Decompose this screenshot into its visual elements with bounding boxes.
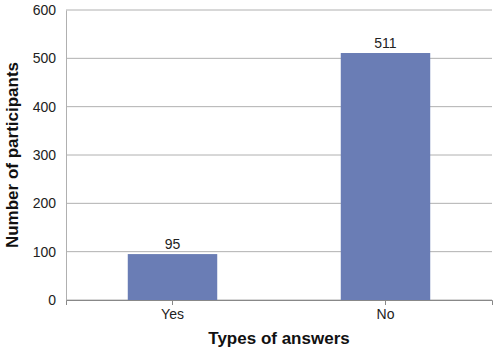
x-tick-mark [172, 300, 173, 305]
data-label: 95 [165, 236, 181, 252]
x-tick-mark [385, 300, 386, 305]
data-labels: 95 511 [165, 35, 397, 252]
chart-svg: 0 100 200 300 400 500 600 Yes No 95 511 Types of an… [0, 0, 500, 352]
y-tick-label: 600 [33, 2, 57, 18]
data-label: 511 [374, 35, 397, 51]
y-tick-label: 100 [33, 244, 57, 260]
x-tick-label: Yes [161, 306, 184, 322]
y-axis-title: Number of participants [3, 62, 22, 248]
x-axis: Yes No [67, 300, 493, 322]
y-tick: 600 [33, 2, 66, 18]
y-tick: 400 [33, 99, 66, 115]
bar [341, 53, 430, 300]
bar [128, 254, 217, 300]
y-axis-line [66, 11, 67, 301]
x-tick-label: No [377, 306, 395, 322]
y-tick: 100 [33, 244, 66, 260]
x-axis-title: Types of answers [208, 329, 349, 348]
grid [66, 10, 492, 300]
y-tick-label: 0 [48, 292, 56, 308]
y-tick: 300 [33, 147, 66, 163]
y-axis: 0 100 200 300 400 500 600 [33, 2, 67, 308]
plot: 0 100 200 300 400 500 600 Yes No 95 511 [33, 2, 493, 322]
chart-container: 0 100 200 300 400 500 600 Yes No 95 511 Types of an… [0, 0, 500, 352]
y-tick-label: 300 [33, 147, 57, 163]
y-tick-label: 400 [33, 99, 57, 115]
x-axis-line [67, 301, 493, 306]
grid-line [66, 10, 492, 11]
x-tick: Yes [161, 300, 184, 322]
x-tick: No [377, 300, 395, 322]
y-tick: 500 [33, 50, 66, 66]
y-tick-label: 200 [33, 195, 57, 211]
y-tick: 0 [48, 292, 66, 308]
bars [128, 53, 430, 300]
y-tick-label: 500 [33, 50, 57, 66]
y-tick: 200 [33, 195, 66, 211]
